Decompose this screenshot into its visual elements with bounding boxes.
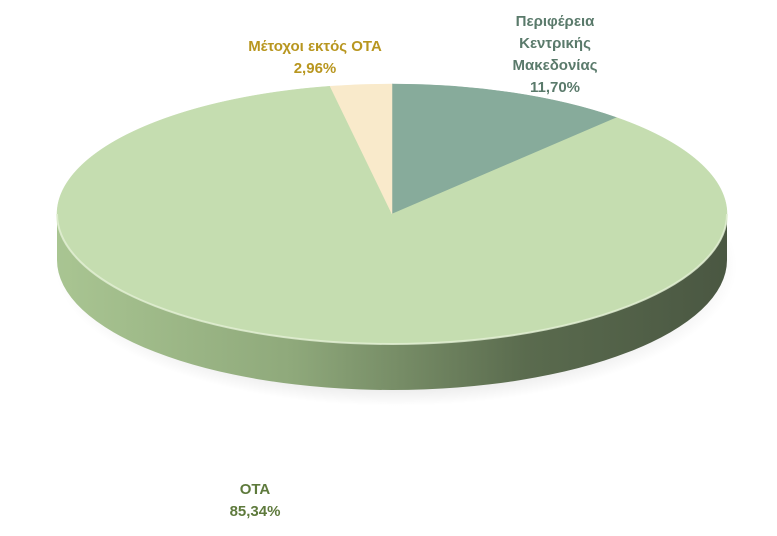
slice-label-line: Μέτοχοι εκτός ΟΤΑ — [248, 38, 382, 55]
slice-label-periphery: Περιφέρεια Κεντρικής Μακεδονίας 11,70% — [470, 11, 640, 99]
slice-label-ota: ΟΤΑ 85,34% — [180, 479, 330, 523]
slice-label-line: Κεντρικής — [519, 35, 591, 52]
slice-value-label: 11,70% — [529, 79, 581, 96]
pie-plot-area — [55, 83, 737, 406]
slice-shareholders — [329, 83, 393, 215]
slice-label-line: ΟΤΑ — [239, 481, 271, 498]
pie-side-wall — [57, 214, 727, 390]
slice-periphery — [391, 83, 618, 215]
slice-label-line: Περιφέρεια — [515, 13, 595, 30]
slice-value-label: 85,34% — [229, 503, 281, 520]
pie-rim-highlight — [56, 213, 728, 345]
slice-label-shareholders: Μέτοχοι εκτός ΟΤΑ 2,96% — [225, 36, 405, 80]
slice-label-line: Μακεδονίας — [512, 57, 598, 74]
slice-value-label: 2,96% — [293, 60, 337, 77]
